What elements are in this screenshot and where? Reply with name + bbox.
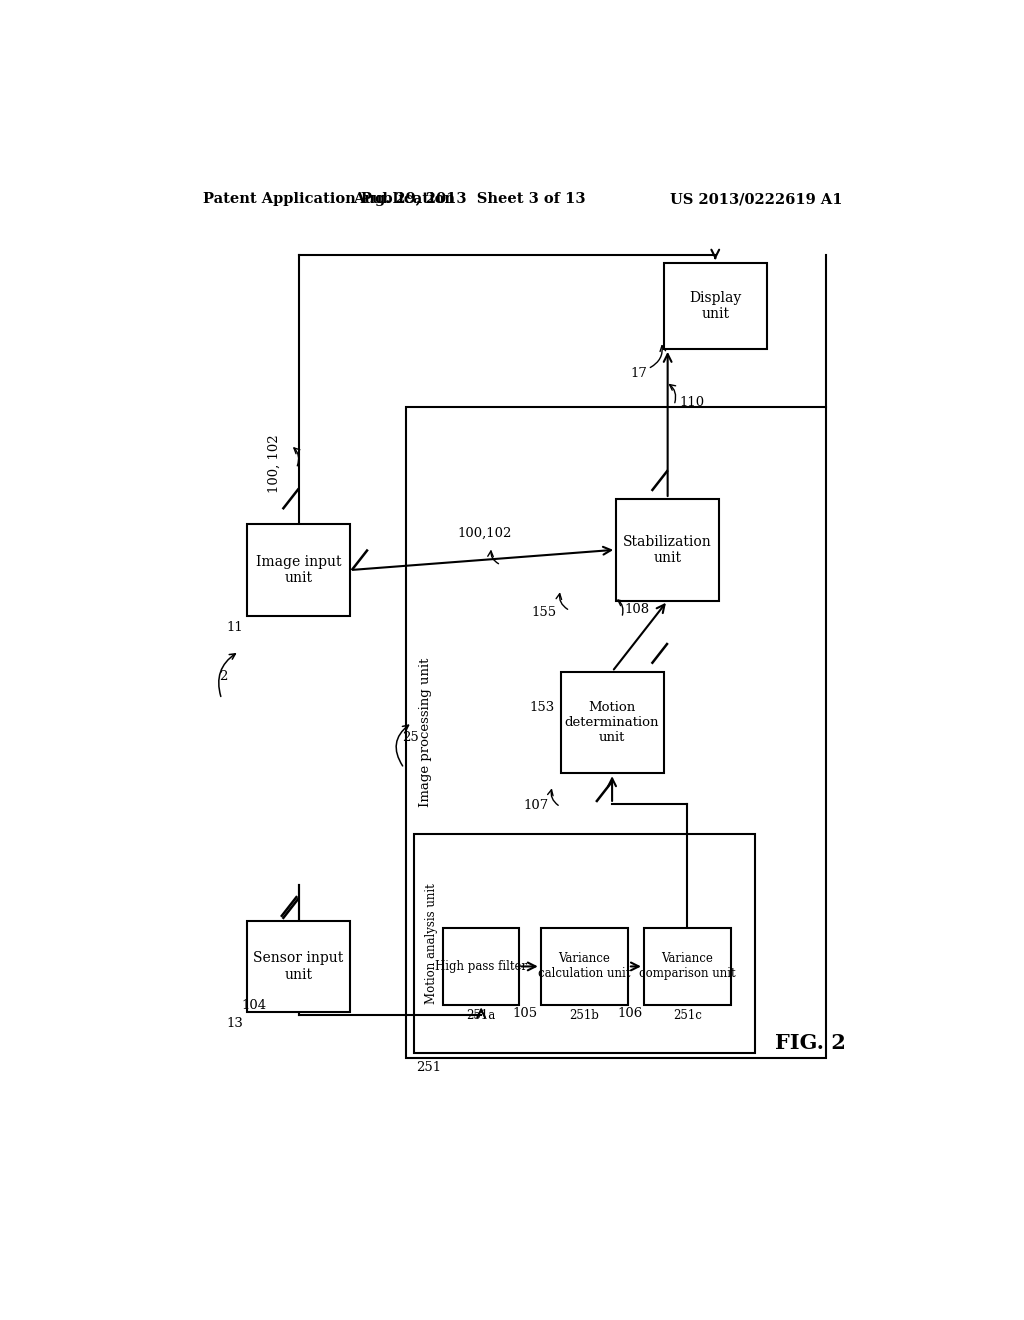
Text: 13: 13 bbox=[226, 1018, 243, 1030]
Text: Image input
unit: Image input unit bbox=[256, 554, 341, 585]
Bar bbox=[406, 408, 826, 1057]
Text: 251c: 251c bbox=[673, 1008, 701, 1022]
Text: High pass filter: High pass filter bbox=[435, 960, 527, 973]
Text: Display
unit: Display unit bbox=[689, 290, 741, 321]
Text: Patent Application Publication: Patent Application Publication bbox=[204, 191, 456, 206]
Text: 251a: 251a bbox=[467, 1008, 496, 1022]
Text: Aug. 29, 2013  Sheet 3 of 13: Aug. 29, 2013 Sheet 3 of 13 bbox=[353, 191, 586, 206]
Text: FIG. 2: FIG. 2 bbox=[775, 1032, 846, 1052]
Text: 155: 155 bbox=[531, 606, 557, 619]
Bar bbox=[644, 928, 731, 1005]
Bar bbox=[247, 921, 350, 1012]
Bar bbox=[560, 672, 664, 774]
Text: 108: 108 bbox=[624, 603, 649, 616]
Text: Stabilization
unit: Stabilization unit bbox=[624, 535, 712, 565]
Text: 153: 153 bbox=[529, 701, 555, 714]
Bar bbox=[247, 524, 350, 616]
Text: Image processing unit: Image processing unit bbox=[419, 657, 432, 808]
Text: US 2013/0222619 A1: US 2013/0222619 A1 bbox=[670, 191, 842, 206]
Text: 2: 2 bbox=[219, 671, 227, 684]
Text: 107: 107 bbox=[523, 799, 549, 812]
Bar bbox=[664, 263, 767, 348]
Text: 100, 102: 100, 102 bbox=[268, 434, 282, 492]
Bar bbox=[541, 928, 628, 1005]
Text: Motion
determination
unit: Motion determination unit bbox=[565, 701, 659, 744]
Text: 251b: 251b bbox=[569, 1008, 599, 1022]
Bar bbox=[414, 834, 755, 1053]
Text: Variance
comparison unit: Variance comparison unit bbox=[639, 953, 736, 981]
Text: 110: 110 bbox=[680, 396, 705, 409]
Text: 25: 25 bbox=[402, 731, 419, 744]
Text: 104: 104 bbox=[242, 999, 267, 1012]
Text: 251: 251 bbox=[416, 1061, 441, 1074]
Text: 105: 105 bbox=[512, 1007, 538, 1020]
Text: Motion analysis unit: Motion analysis unit bbox=[425, 883, 437, 1005]
Text: 11: 11 bbox=[226, 620, 243, 634]
Text: 17: 17 bbox=[631, 367, 648, 380]
Bar bbox=[616, 499, 719, 601]
Text: 100,102: 100,102 bbox=[458, 527, 512, 540]
Text: Sensor input
unit: Sensor input unit bbox=[254, 952, 344, 982]
Bar bbox=[443, 928, 519, 1005]
Text: Variance
calculation unit: Variance calculation unit bbox=[539, 953, 631, 981]
Text: 106: 106 bbox=[617, 1007, 643, 1020]
